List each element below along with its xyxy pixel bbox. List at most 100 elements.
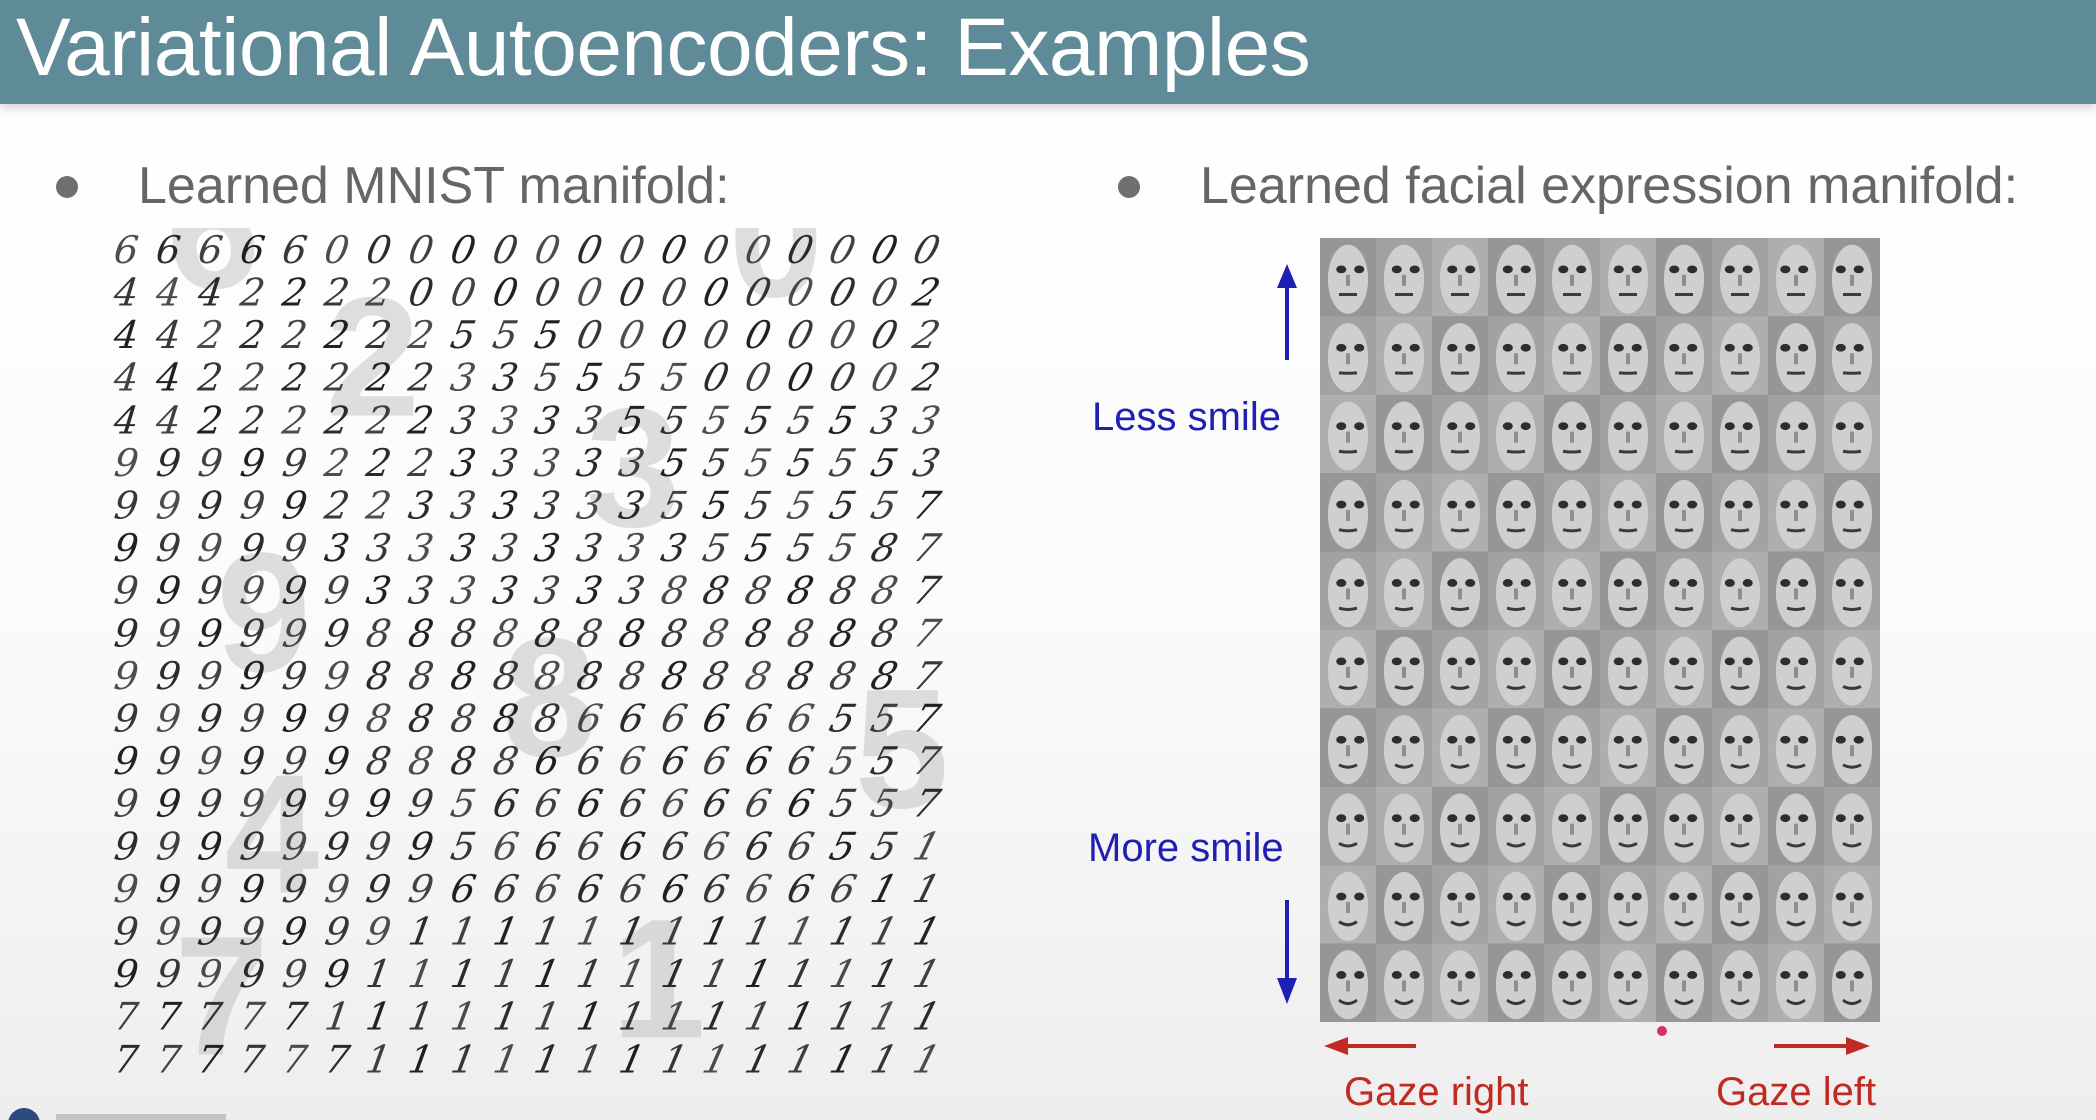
- face-thumbnail: [1768, 316, 1824, 395]
- mnist-digit: 0: [698, 356, 733, 400]
- face-thumbnail: [1712, 708, 1768, 787]
- face-thumbnail: [1488, 708, 1544, 787]
- pointer-dot: [1657, 1026, 1667, 1036]
- mnist-digit: 3: [447, 399, 479, 444]
- mnist-digit: 5: [698, 441, 733, 485]
- face-thumbnail: [1320, 551, 1376, 630]
- mnist-digit: 0: [866, 271, 902, 315]
- up-arrow-icon: [1277, 264, 1297, 360]
- mnist-digit: 5: [531, 313, 564, 358]
- mnist-digit: 6: [280, 229, 310, 273]
- mnist-digit: 8: [405, 612, 437, 657]
- mnist-digit: 6: [740, 825, 775, 869]
- mnist-digit: 9: [322, 868, 353, 912]
- mnist-digit: 2: [907, 314, 944, 358]
- mnist-digit: 0: [573, 314, 606, 359]
- face-thumbnail: [1544, 630, 1600, 709]
- face-thumbnail: [1544, 316, 1600, 395]
- mnist-digit: 9: [238, 739, 268, 783]
- mnist-digit: 3: [363, 527, 394, 571]
- mnist-digit: 0: [866, 314, 902, 358]
- mnist-digit: 8: [405, 654, 437, 699]
- face-thumbnail: [1824, 943, 1880, 1022]
- bullet-text-mnist: Learned MNIST manifold:: [138, 157, 730, 215]
- mnist-digit: 4: [153, 271, 183, 315]
- mnist-digit: 4: [153, 398, 183, 442]
- mnist-digit: 0: [741, 356, 776, 400]
- mnist-digit: 5: [698, 527, 733, 571]
- mnist-digit: 3: [573, 527, 606, 572]
- face-thumbnail: [1656, 551, 1712, 630]
- mnist-digit: 5: [698, 399, 733, 443]
- mnist-digit: 3: [489, 399, 522, 444]
- mnist-digit: 3: [447, 569, 479, 614]
- mnist-digit: 8: [363, 740, 394, 784]
- mnist-digit: 1: [740, 1038, 775, 1080]
- mnist-digit: 9: [322, 740, 353, 784]
- mnist-digit: 7: [154, 995, 184, 1039]
- left-arrow-icon: [1324, 1037, 1416, 1055]
- mnist-digit: 0: [531, 271, 564, 316]
- mnist-digit: 9: [238, 441, 268, 485]
- mnist-digit: 1: [866, 995, 902, 1039]
- bullet-dot-right: [1118, 176, 1140, 198]
- bullet-text-faces: Learned facial expression manifold:: [1200, 157, 2019, 215]
- mnist-digit: 1: [573, 1038, 606, 1080]
- mnist-digit: 2: [237, 398, 268, 442]
- mnist-digit: 9: [238, 654, 268, 698]
- face-thumbnail: [1768, 943, 1824, 1022]
- face-thumbnail: [1768, 238, 1824, 317]
- face-thumbnail: [1768, 551, 1824, 630]
- mnist-digit: 7: [322, 1039, 353, 1080]
- mnist-digit: 9: [112, 697, 141, 741]
- mnist-digit: 6: [698, 825, 733, 869]
- mnist-digit: 4: [111, 313, 141, 357]
- mnist-digit: 9: [322, 613, 353, 657]
- mnist-digit: 9: [280, 442, 310, 486]
- face-thumbnail: [1544, 865, 1600, 944]
- gaze-right-label: Gaze right: [1344, 1070, 1529, 1114]
- mnist-digit: 3: [531, 526, 564, 571]
- mnist-digit: 8: [698, 612, 733, 656]
- face-thumbnail: [1432, 473, 1488, 552]
- mnist-digit: 9: [195, 824, 225, 868]
- face-thumbnail: [1376, 630, 1432, 709]
- overlay-digit: 2: [326, 262, 421, 452]
- overlay-digit: 4: [225, 740, 320, 930]
- mnist-digit: 8: [447, 612, 479, 657]
- mnist-digit: 9: [280, 698, 310, 742]
- mnist-digit: 8: [740, 612, 775, 656]
- face-thumbnail: [1600, 394, 1656, 474]
- mnist-digit: 1: [490, 910, 523, 955]
- mnist-digit: 1: [530, 1038, 563, 1080]
- mnist-digit: 2: [195, 356, 226, 400]
- mnist-digit: 9: [154, 611, 183, 655]
- mnist-digit: 1: [908, 910, 944, 954]
- mnist-digit: 9: [195, 697, 225, 741]
- overlay-digit: 3: [586, 373, 681, 563]
- mnist-digit: 9: [238, 484, 268, 528]
- mnist-digit: 6: [657, 697, 691, 741]
- mnist-digit: 0: [615, 271, 649, 315]
- face-thumbnail: [1656, 473, 1712, 552]
- mnist-digit: 9: [363, 911, 394, 955]
- mnist-digit: 9: [196, 526, 226, 570]
- face-thumbnail: [1488, 473, 1544, 552]
- face-thumbnail: [1320, 630, 1376, 709]
- mnist-digit: 6: [698, 867, 733, 911]
- face-thumbnail: [1432, 630, 1488, 709]
- mnist-digit: 8: [866, 612, 902, 656]
- mnist-digit: 8: [447, 654, 479, 699]
- mnist-digit: 9: [112, 910, 141, 954]
- mnist-digit: 5: [866, 484, 902, 528]
- mnist-digit: 9: [363, 826, 394, 870]
- mnist-digit: 9: [280, 911, 310, 955]
- face-thumbnail: [1768, 630, 1824, 709]
- mnist-digit: 0: [824, 229, 860, 273]
- mnist-digit: 5: [657, 356, 691, 400]
- mnist-digit: 6: [783, 825, 819, 869]
- mnist-digit: 0: [489, 271, 522, 316]
- more-smile-label: More smile: [1088, 826, 1284, 870]
- mnist-digit: 9: [238, 569, 268, 613]
- mnist-digit: 1: [783, 910, 819, 954]
